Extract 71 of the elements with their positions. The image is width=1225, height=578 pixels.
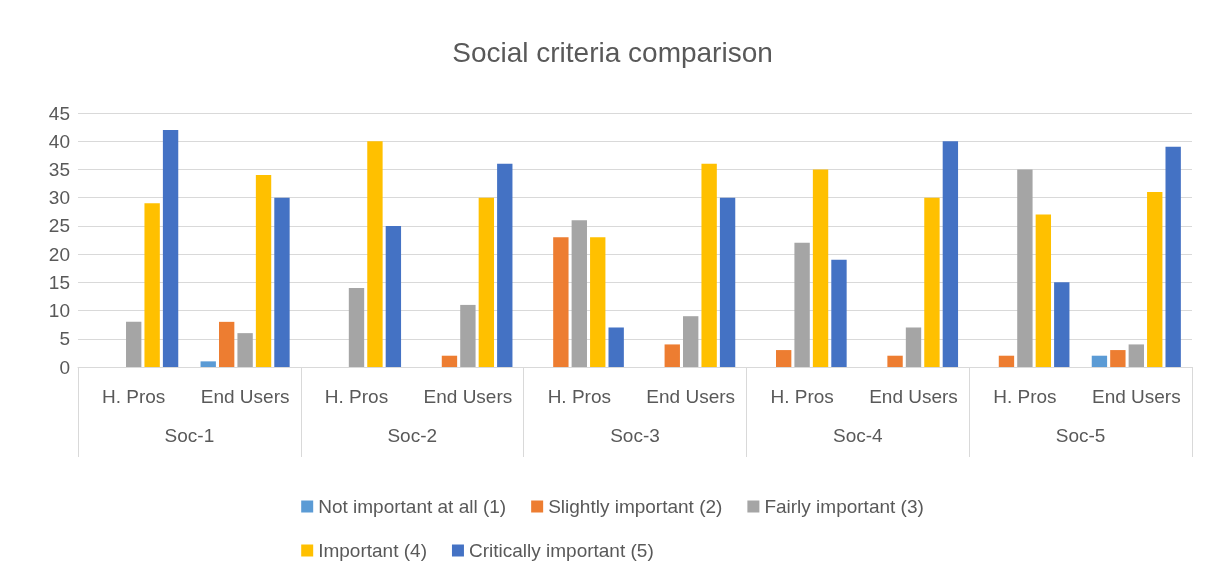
bar [255,175,272,367]
bar [701,163,717,367]
y-tick-label: 15 [48,271,70,293]
bar [942,141,959,367]
text: Soc-2 [387,425,438,446]
bar [441,355,458,367]
bar [1035,214,1052,367]
bar [367,141,383,367]
x-tick-label: H. Pros [102,386,166,407]
x-tick-label: End Users [646,386,736,407]
y-tick-label: 5 [59,328,70,350]
y-tick-label: 35 [48,158,70,180]
legend-label: Slightly important (2) [548,496,723,517]
x-tick-label: End Users [200,386,290,407]
bar [274,197,290,367]
bar [590,237,606,367]
bar [1017,169,1033,367]
text: Soc-1 [164,425,215,446]
bar [126,321,142,367]
bar [497,163,513,367]
bar [144,203,160,367]
x-tick-label: H. Pros [770,386,834,407]
y-tick-label: 40 [48,130,70,152]
x-tick-label: End Users [423,386,513,407]
bar [571,220,587,367]
bar [460,304,476,367]
bar [385,225,402,367]
x-tick-label: H. Pros [324,386,389,407]
bar [1091,355,1108,367]
bar [1147,192,1163,367]
bar [1128,344,1144,367]
bar [775,350,792,367]
bar [887,355,903,367]
bar [200,361,216,367]
bar [905,327,922,367]
bar [719,197,736,367]
bar [664,344,680,367]
bar [237,333,253,367]
y-tick-label: 45 [48,102,70,124]
y-tick-label: 30 [48,187,70,209]
chart-title: Social criteria comparison [452,36,773,68]
bar [1110,350,1126,367]
legend-label: Important (4) [318,540,427,561]
bar [608,327,624,367]
x-tick-label: End Users [1091,386,1181,407]
x-tick-label: End Users [869,386,958,407]
bar [683,316,699,367]
text: Soc-4 [832,425,884,446]
text: Soc-3 [610,425,660,446]
legend-label: Fairly important (3) [764,496,924,517]
x-tick-label: H. Pros [547,386,611,407]
x-tick-label: H. Pros [993,386,1057,407]
legend-label: Not important at all (1) [318,496,507,517]
bar [218,321,235,367]
bar [1165,146,1181,367]
text: Soc-5 [1055,425,1106,446]
y-tick-label: 25 [48,215,70,237]
bar [1054,282,1070,367]
y-tick-label: 10 [48,300,70,322]
bar [794,242,810,367]
y-tick-label: 0 [59,356,70,378]
bar [998,355,1015,367]
bar [553,237,569,367]
bar [812,169,829,367]
bar [348,287,365,367]
bar [924,197,940,367]
bar [162,129,179,367]
bar [478,197,495,367]
y-tick-label: 20 [48,243,70,265]
legend-label: Critically important (5) [468,540,654,561]
bar [831,259,847,367]
